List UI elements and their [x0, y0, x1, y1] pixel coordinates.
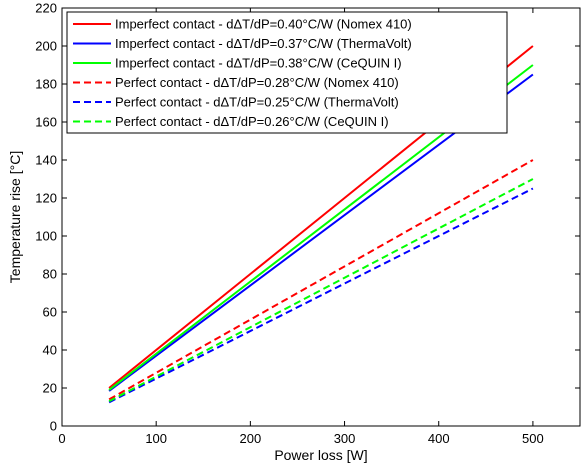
y-tick-label: 180	[35, 77, 57, 92]
y-tick-label: 0	[50, 419, 57, 434]
series-line-4	[108, 159, 534, 401]
y-tick-label: 200	[35, 39, 57, 54]
series-line-5	[108, 187, 534, 404]
x-tick-label: 200	[240, 431, 262, 446]
y-tick-label: 20	[43, 381, 57, 396]
series-line-6	[108, 178, 534, 403]
legend-label: Imperfect contact - dΔT/dP=0.37°C/W (The…	[115, 36, 412, 51]
legend-label: Imperfect contact - dΔT/dP=0.40°C/W (Nom…	[115, 17, 412, 32]
x-tick-label: 100	[145, 431, 167, 446]
legend-box	[66, 11, 508, 134]
y-tick-label: 140	[35, 153, 57, 168]
y-tick-label: 100	[35, 229, 57, 244]
legend-label: Perfect contact - dΔT/dP=0.28°C/W (Nomex…	[115, 75, 399, 90]
x-axis-title: Power loss [W]	[274, 447, 367, 463]
plot-frame	[61, 7, 581, 427]
y-tick-label: 160	[35, 115, 57, 130]
legend-label: Imperfect contact - dΔT/dP=0.38°C/W (CeQ…	[115, 56, 402, 71]
x-tick-label: 400	[428, 431, 450, 446]
x-tick-label: 500	[522, 431, 544, 446]
legend-label: Perfect contact - dΔT/dP=0.26°C/W (CeQUI…	[115, 114, 389, 129]
x-tick-label: 300	[334, 431, 356, 446]
ticks-layer: 0 100 200 300 400 500 0 20 40 60 80 100 120 140 160 180…	[35, 1, 580, 446]
y-axis-title: Temperature rise [°C]	[7, 151, 23, 283]
y-tick-label: 60	[43, 305, 57, 320]
y-tick-label: 220	[35, 1, 57, 16]
legend-label: Perfect contact - dΔT/dP=0.25°C/W (Therm…	[115, 95, 399, 110]
legend: Imperfect contact - dΔT/dP=0.40°C/W (Nom…	[66, 11, 508, 134]
y-tick-label: 40	[43, 343, 57, 358]
x-tick-label: 0	[58, 431, 65, 446]
y-tick-label: 80	[43, 267, 57, 282]
y-tick-label: 120	[35, 191, 57, 206]
